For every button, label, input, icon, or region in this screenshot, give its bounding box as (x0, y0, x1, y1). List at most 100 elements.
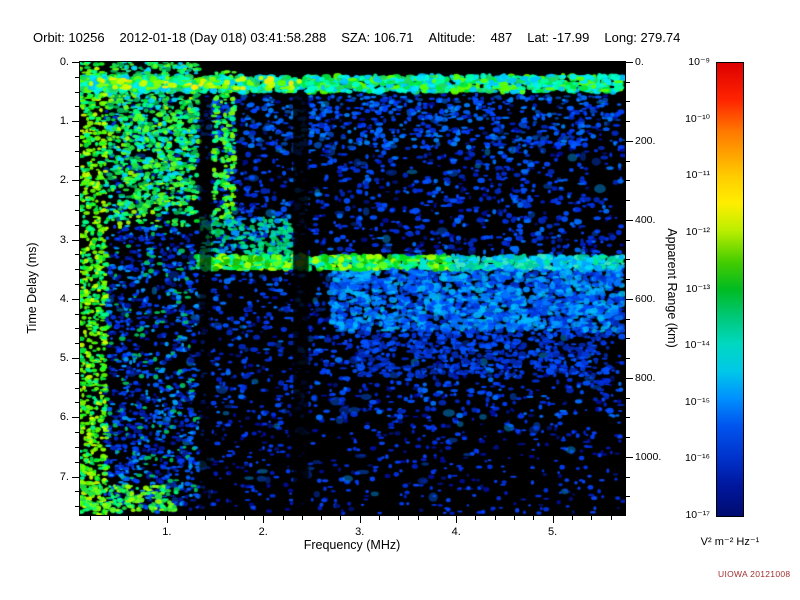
y-left-minor-tick (75, 195, 80, 197)
x-minor-tick (417, 516, 419, 520)
colorbar-tick-label: 10⁻¹⁰ (685, 112, 710, 125)
x-tick-label: 2. (258, 526, 268, 538)
x-tick-label: 3. (355, 526, 365, 538)
y-left-tick-mark (72, 358, 80, 360)
y-left-minor-tick (75, 91, 80, 93)
x-tick-label: 4. (451, 526, 461, 538)
y-right-minor-tick (625, 318, 630, 320)
orbit-field: Orbit: 10256 (33, 30, 105, 45)
y-left-tick-mark (72, 121, 80, 123)
y-right-minor-tick (625, 259, 630, 261)
colorbar-tick-label: 10⁻¹⁶ (684, 452, 710, 465)
y-right-minor-tick (625, 239, 630, 241)
y-left-minor-tick (75, 491, 80, 493)
colorbar-tick-label: 10⁻⁹ (688, 56, 710, 68)
header-info: Orbit: 10256 2012-01-18 (Day 018) 03:41:… (33, 30, 680, 45)
y-right-minor-tick (625, 496, 630, 498)
x-minor-tick (398, 516, 400, 520)
y-right-minor-tick (625, 200, 630, 202)
y-left-minor-tick (75, 313, 80, 315)
sza-field: SZA: 106.71 (341, 30, 414, 45)
y-left-minor-tick (75, 343, 80, 345)
y-right-minor-tick (625, 279, 630, 281)
x-minor-tick (89, 516, 91, 520)
x-minor-tick (147, 516, 149, 520)
y-right-tick-label: 800. (635, 371, 656, 384)
y-left-minor-tick (75, 150, 80, 152)
y-left-minor-tick (75, 224, 80, 226)
y-left-tick-label: 0. (59, 56, 69, 68)
x-minor-tick (475, 516, 477, 520)
y-left-minor-tick (75, 387, 80, 389)
y-right-tick-mark (625, 377, 633, 379)
x-minor-tick (128, 516, 130, 520)
x-minor-tick (436, 516, 438, 520)
y-right-minor-tick (625, 121, 630, 123)
x-minor-tick (494, 516, 496, 520)
y-right-minor-tick (625, 180, 630, 182)
y-axis-label-left: Time Delay (ms) (25, 242, 39, 334)
y-left-minor-tick (75, 165, 80, 167)
colorbar-tick-label: 10⁻¹⁵ (684, 395, 710, 408)
y-left-minor-tick (75, 372, 80, 374)
y-right-tick-label: 1000. (635, 450, 662, 463)
y-left-minor-tick (75, 136, 80, 138)
lat-field: Lat: -17.99 (527, 30, 590, 45)
y-left-tick-mark (72, 239, 80, 241)
y-left-minor-tick (75, 269, 80, 271)
y-left-tick-mark (72, 298, 80, 300)
y-right-minor-tick (625, 358, 630, 360)
colorbar-labels: 10⁻⁹ 10⁻¹⁰ 10⁻¹¹ 10⁻¹² 10⁻¹³ 10⁻¹⁴ 10⁻¹⁵ 10⁻¹⁶ 1… (630, 56, 710, 521)
y-left-minor-tick (75, 76, 80, 78)
x-tick-mark (166, 516, 168, 523)
y-left-tick-label: 4. (59, 292, 69, 305)
x-minor-tick (610, 516, 612, 520)
x-minor-tick (243, 516, 245, 520)
y-left-minor-tick (75, 402, 80, 404)
colorbar-tick-label: 10⁻¹⁴ (684, 339, 710, 352)
x-tick-mark (263, 516, 265, 523)
x-minor-tick (282, 516, 284, 520)
y-right-minor-tick (625, 81, 630, 83)
x-minor-tick (321, 516, 323, 520)
colorbar-unit-label: V² m⁻² Hz⁻¹ (700, 536, 760, 548)
y-left-tick-mark (72, 62, 80, 63)
x-tick-mark (552, 516, 554, 523)
y-right-tick-mark (625, 62, 633, 63)
y-right-tick-label: 400. (635, 213, 656, 226)
x-minor-tick (205, 516, 207, 520)
y-right-minor-tick (625, 101, 630, 103)
y-left-minor-tick (75, 284, 80, 286)
x-minor-tick (379, 516, 381, 520)
y-left-tick-label: 7. (59, 470, 69, 483)
y-left-minor-tick (75, 446, 80, 448)
x-minor-tick (571, 516, 573, 520)
y-right-tick-mark (625, 140, 633, 142)
x-axis-label: Frequency (MHz) (303, 538, 401, 552)
y-left-minor-tick (75, 506, 80, 508)
y-left-tick-mark (72, 476, 80, 478)
y-right-tick-mark (625, 298, 633, 300)
y-left-minor-tick (75, 106, 80, 108)
spectrogram-canvas (79, 61, 626, 516)
y-right-tick-label: 600. (635, 292, 656, 305)
x-tick-label: 5. (548, 526, 558, 538)
x-minor-tick (514, 516, 516, 520)
y-left-tick-label: 5. (59, 352, 69, 365)
x-minor-tick (301, 516, 303, 520)
x-minor-tick (186, 516, 188, 520)
x-tick-mark (456, 516, 458, 523)
y-left-minor-tick (75, 210, 80, 212)
y-left-tick-label: 1. (59, 115, 69, 128)
y-left-tick-label: 2. (59, 174, 69, 187)
x-minor-tick (591, 516, 593, 520)
y-left-tick-mark (72, 180, 80, 182)
colorbar-tick-label: 10⁻¹³ (685, 282, 710, 295)
y-right-minor-tick (625, 437, 630, 439)
y-left-tick-label: 6. (59, 411, 69, 424)
y-right-tick-label: 200. (635, 134, 656, 147)
y-right-tick-label: 0. (635, 56, 644, 68)
colorbar-gradient (716, 62, 744, 517)
datetime-field: 2012-01-18 (Day 018) 03:41:58.288 (119, 30, 327, 45)
